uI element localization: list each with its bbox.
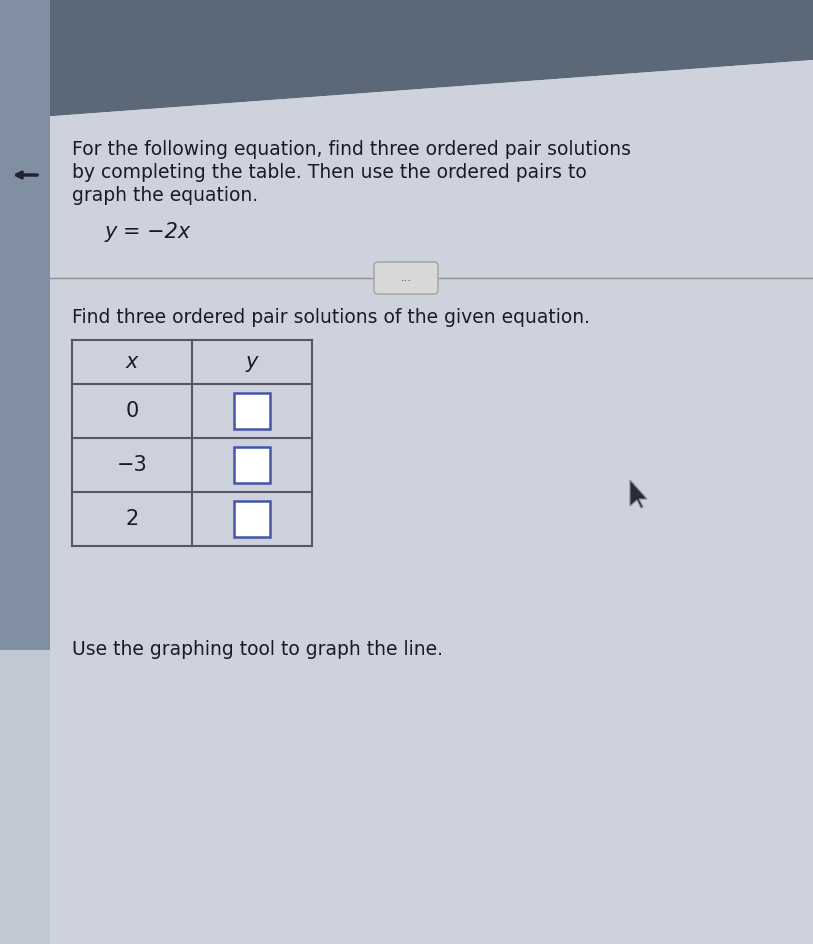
FancyBboxPatch shape: [234, 501, 270, 537]
Text: −3: −3: [116, 455, 147, 475]
Polygon shape: [72, 340, 312, 546]
FancyBboxPatch shape: [234, 393, 270, 429]
Polygon shape: [0, 650, 50, 944]
Polygon shape: [0, 0, 813, 120]
Text: graph the equation.: graph the equation.: [72, 186, 258, 205]
Text: For the following equation, find three ordered pair solutions: For the following equation, find three o…: [72, 140, 631, 159]
Text: 0: 0: [125, 401, 139, 421]
Text: y = −2x: y = −2x: [105, 222, 191, 242]
Text: Use the graphing tool to graph the line.: Use the graphing tool to graph the line.: [72, 640, 443, 659]
Text: ...: ...: [401, 273, 411, 283]
FancyBboxPatch shape: [234, 447, 270, 483]
Text: Find three ordered pair solutions of the given equation.: Find three ordered pair solutions of the…: [72, 308, 590, 327]
Polygon shape: [630, 480, 647, 508]
Text: by completing the table. Then use the ordered pairs to: by completing the table. Then use the or…: [72, 163, 587, 182]
Polygon shape: [0, 720, 813, 944]
Text: y: y: [246, 352, 259, 372]
Polygon shape: [0, 0, 50, 650]
FancyBboxPatch shape: [374, 262, 438, 294]
Text: 2: 2: [125, 509, 139, 529]
Text: x: x: [126, 352, 138, 372]
Polygon shape: [0, 60, 813, 944]
